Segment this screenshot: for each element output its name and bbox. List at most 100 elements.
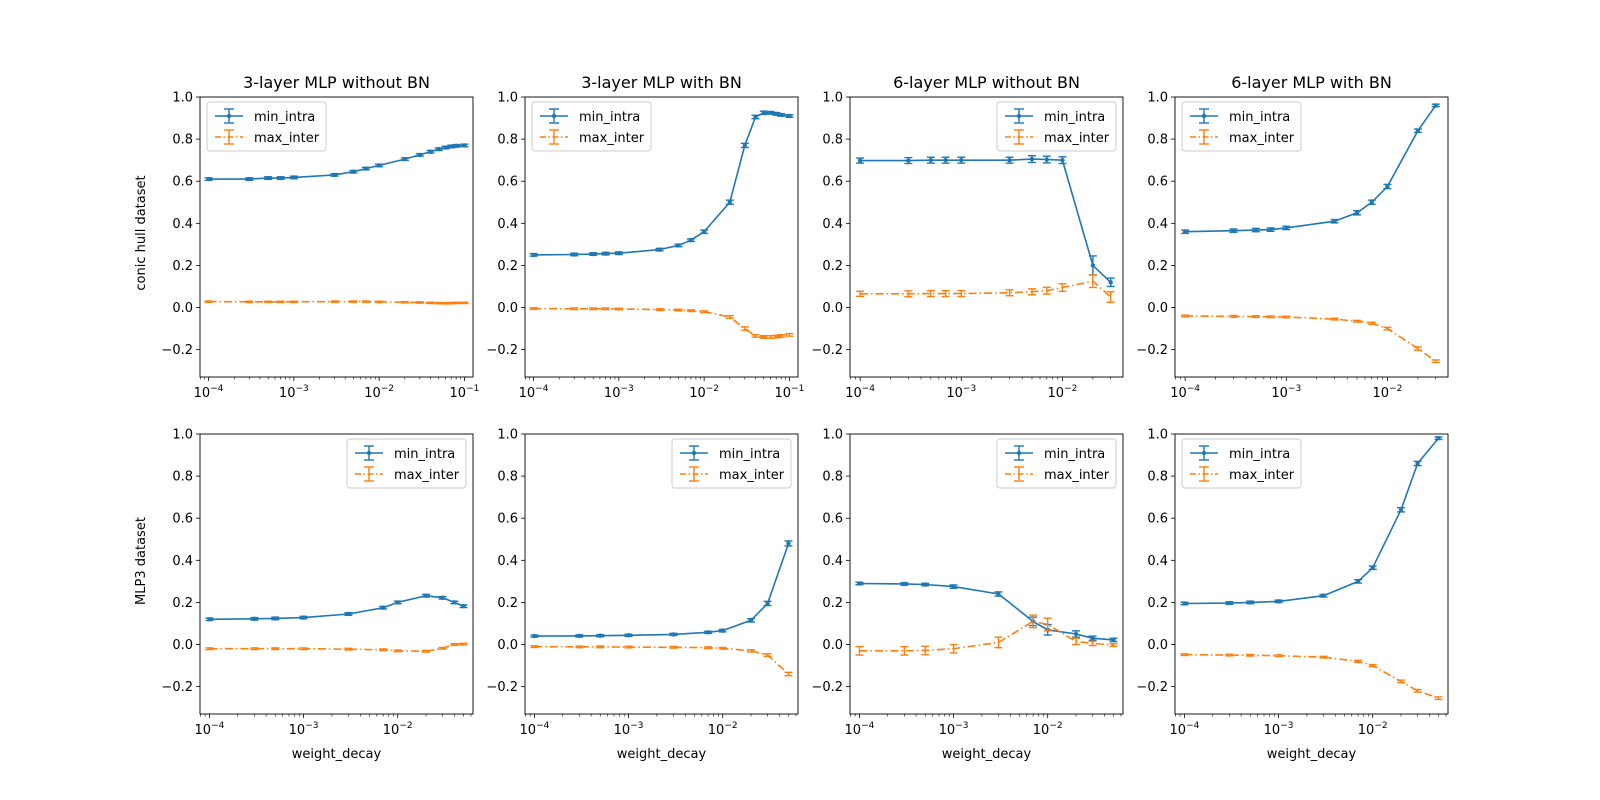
data-point [928, 157, 934, 163]
data-point [423, 593, 429, 598]
axes-frame [524, 433, 799, 715]
data-point [1073, 631, 1079, 637]
y-tick-label: 0.4 [1147, 217, 1168, 232]
legend-marker [1016, 113, 1022, 119]
data-point [1111, 637, 1116, 643]
legend-marker [1201, 113, 1207, 119]
data-point [1253, 227, 1259, 233]
y-tick-label: 0.6 [172, 175, 193, 190]
data-point [1090, 263, 1096, 268]
y-tick-label: −0.2 [811, 343, 843, 358]
data-point [1332, 219, 1337, 224]
legend-marker [1016, 450, 1022, 456]
data-point [440, 595, 445, 600]
data-point [1370, 565, 1375, 570]
data-point [603, 251, 608, 256]
data-point [291, 175, 297, 180]
y-tick-label: 0.6 [1147, 175, 1168, 190]
y-tick-label: 0.8 [497, 133, 518, 148]
y-tick-label: 1.0 [822, 428, 843, 443]
y-tick-label: 1.0 [497, 91, 518, 106]
legend-label: max_inter [719, 468, 785, 483]
data-point [206, 176, 211, 182]
data-point [351, 169, 356, 174]
data-point [1248, 600, 1253, 605]
data-point [1415, 128, 1421, 133]
data-point [1231, 228, 1236, 233]
data-point [1090, 636, 1095, 641]
data-point [1385, 184, 1390, 189]
data-point [1227, 600, 1232, 606]
data-point [701, 229, 707, 234]
axes-frame [849, 433, 1124, 715]
y-tick-label: 0.0 [497, 301, 518, 316]
legend-label: max_inter [1044, 468, 1110, 483]
data-point [1415, 461, 1420, 466]
legend-box [346, 438, 467, 489]
row-label-conic-hull: conic hull dataset [134, 175, 149, 290]
series-line-max_inter [859, 620, 1114, 652]
data-point [252, 616, 257, 622]
legend-label: min_intra [1044, 110, 1105, 125]
data-point [436, 147, 441, 152]
panel-title: 3-layer MLP without BN [243, 73, 430, 92]
y-tick-label: 0.8 [1147, 470, 1168, 485]
data-point [787, 113, 792, 119]
y-tick-label: 0.8 [822, 470, 843, 485]
panel-5: 10−4 10−3 10−2−0.20.00.20.40.60.81.0min_in… [161, 428, 474, 762]
data-point [278, 175, 283, 181]
legend: min_intra max_inter [1181, 101, 1302, 152]
series-line-min_intra [534, 543, 790, 637]
data-point [923, 582, 928, 587]
data-point [531, 252, 536, 258]
data-point [616, 251, 622, 256]
legend-label: max_inter [254, 131, 320, 146]
series-line-max_inter [534, 645, 790, 675]
y-tick-label: 0.4 [172, 554, 193, 569]
legend-box [531, 101, 652, 152]
legend-marker [691, 450, 697, 456]
data-point [380, 605, 386, 610]
data-point [857, 581, 862, 586]
y-tick-label: 1.0 [1147, 91, 1168, 106]
legend: min_intra max_inter [671, 438, 792, 489]
data-point [247, 176, 252, 182]
data-point [765, 601, 770, 606]
data-point [453, 143, 459, 149]
y-tick-label: −0.2 [486, 680, 518, 695]
data-point [452, 600, 457, 605]
legend: min_intra max_inter [206, 101, 327, 152]
data-point [598, 633, 603, 638]
legend: min_intra max_inter [531, 101, 652, 152]
data-point [1369, 200, 1374, 205]
y-tick-label: 0.2 [172, 259, 193, 274]
panel-title: 6-layer MLP with BN [1231, 73, 1392, 92]
y-tick-label: 0.6 [1147, 512, 1168, 527]
axes-frame [1174, 96, 1449, 378]
data-point [720, 628, 725, 633]
legend-box [996, 438, 1117, 489]
data-point [376, 163, 382, 168]
data-point [727, 200, 733, 205]
data-point [273, 616, 278, 621]
data-point [1433, 103, 1438, 108]
data-point [301, 615, 306, 620]
data-point [443, 145, 448, 150]
y-tick-label: 0.4 [497, 554, 518, 569]
data-point [742, 143, 748, 148]
data-point [1284, 225, 1289, 231]
y-tick-label: 0.4 [1147, 554, 1168, 569]
data-point [774, 111, 779, 117]
data-point [461, 604, 466, 609]
data-point [943, 157, 948, 163]
legend-label: max_inter [1229, 131, 1295, 146]
y-tick-label: 0.4 [822, 554, 843, 569]
legend-marker [1201, 450, 1207, 456]
data-point [1044, 157, 1049, 162]
x-axis-label: weight_decay [292, 747, 382, 762]
data-point [996, 591, 1001, 597]
data-point [959, 157, 964, 163]
x-axis-label: weight_decay [942, 747, 1032, 762]
data-point [906, 158, 911, 163]
